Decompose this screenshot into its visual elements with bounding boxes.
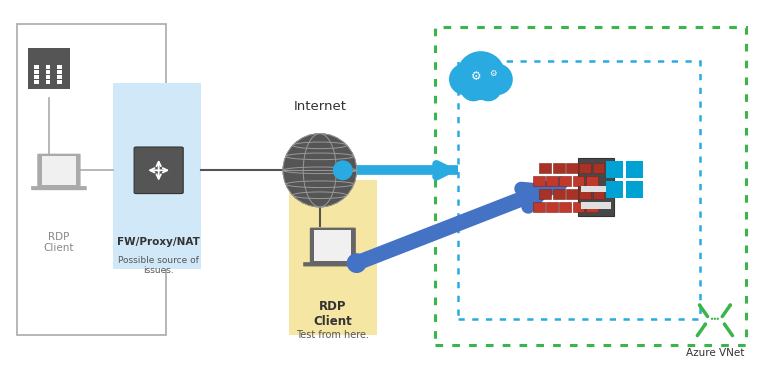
Ellipse shape [717,318,719,320]
Bar [57,70,62,74]
FancyBboxPatch shape [626,181,643,198]
Bar [581,202,611,209]
Bar [42,156,76,185]
Ellipse shape [449,64,481,95]
Bar [34,70,38,74]
Ellipse shape [283,134,357,207]
Text: Azure VNet: Azure VNet [686,349,744,359]
FancyBboxPatch shape [31,186,87,190]
FancyBboxPatch shape [573,202,584,212]
FancyBboxPatch shape [606,161,623,178]
FancyBboxPatch shape [540,188,551,199]
Text: ⚙: ⚙ [470,70,481,83]
Bar [289,180,377,335]
Bar [45,80,50,84]
FancyBboxPatch shape [134,147,183,194]
Ellipse shape [346,253,367,273]
Ellipse shape [460,74,487,101]
FancyBboxPatch shape [586,202,598,212]
FancyBboxPatch shape [586,176,598,186]
Bar [17,24,166,335]
FancyBboxPatch shape [578,158,614,216]
Ellipse shape [457,51,505,100]
FancyBboxPatch shape [310,228,356,263]
Bar [45,75,50,79]
Bar [435,27,745,345]
Text: Internet: Internet [293,100,346,113]
FancyBboxPatch shape [553,188,564,199]
Bar [57,75,62,79]
Bar [34,65,38,70]
FancyBboxPatch shape [626,161,643,178]
Ellipse shape [475,74,502,101]
Ellipse shape [333,160,353,180]
FancyBboxPatch shape [573,176,584,186]
Text: Test from here.: Test from here. [296,330,370,340]
Bar [34,75,38,79]
FancyBboxPatch shape [37,154,81,187]
Ellipse shape [711,318,713,320]
Bar [581,186,611,192]
FancyBboxPatch shape [540,163,551,173]
Bar [57,80,62,84]
FancyBboxPatch shape [579,163,591,173]
FancyBboxPatch shape [553,163,564,173]
Bar [57,65,62,70]
Bar [458,61,700,319]
Bar [45,70,50,74]
Text: Possible source of
issues.: Possible source of issues. [119,256,199,275]
Text: FW/Proxy/NAT: FW/Proxy/NAT [117,237,200,247]
FancyBboxPatch shape [560,176,571,186]
Text: RDP
Client: RDP Client [44,232,74,253]
FancyBboxPatch shape [579,188,591,199]
Bar [34,80,38,84]
Ellipse shape [714,318,716,320]
Ellipse shape [481,64,513,95]
FancyBboxPatch shape [566,188,578,199]
Bar [28,48,70,89]
FancyBboxPatch shape [560,202,571,212]
Bar [45,65,50,70]
FancyBboxPatch shape [593,163,604,173]
FancyBboxPatch shape [533,176,544,186]
FancyBboxPatch shape [303,262,363,266]
FancyBboxPatch shape [546,176,558,186]
Text: ⚙: ⚙ [490,69,497,78]
FancyBboxPatch shape [606,181,623,198]
FancyBboxPatch shape [593,188,604,199]
Bar [112,83,201,269]
FancyBboxPatch shape [533,202,544,212]
FancyBboxPatch shape [546,202,558,212]
Bar [314,230,351,261]
FancyBboxPatch shape [566,163,578,173]
Text: RDP
Client: RDP Client [313,300,352,328]
